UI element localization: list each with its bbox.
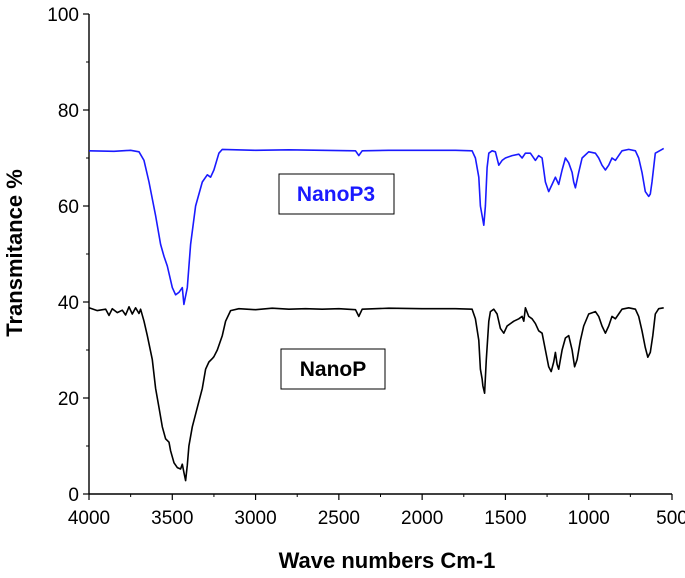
- y-axis-title: Transmitance %: [2, 169, 27, 337]
- y-tick-label: 100: [47, 5, 79, 26]
- series-layer: [88, 147, 665, 482]
- x-tick-label: 1500: [484, 508, 526, 529]
- x-tick-label: 3000: [234, 508, 276, 529]
- nanop-label-box: NanoP: [280, 348, 386, 390]
- y-tick-label: 60: [58, 197, 79, 218]
- y-tick-label: 0: [68, 485, 79, 506]
- x-tick-label: 500: [656, 508, 685, 529]
- x-tick-label: 3500: [151, 508, 193, 529]
- series-line-nanop3: [88, 147, 665, 306]
- y-tick-label: 80: [58, 101, 79, 122]
- nanop-label: NanoP: [300, 358, 367, 381]
- x-tick-label: 4000: [68, 508, 110, 529]
- x-axis-title: Wave numbers Cm-1: [279, 548, 496, 573]
- x-tick-label: 1000: [568, 508, 610, 529]
- y-tick-label: 40: [58, 293, 79, 314]
- x-tick-label: 2000: [401, 508, 443, 529]
- nanop3-label-box: NanoP3: [278, 173, 395, 215]
- axes: [88, 14, 672, 495]
- ticks: 0 20 40 60 80 100 4000 3500 3000 2500 2000 1500 1000…: [47, 5, 685, 529]
- series-line-nanop: [88, 306, 664, 482]
- y-tick-label: 20: [58, 389, 79, 410]
- x-tick-label: 2500: [318, 508, 360, 529]
- nanop3-label: NanoP3: [297, 183, 375, 206]
